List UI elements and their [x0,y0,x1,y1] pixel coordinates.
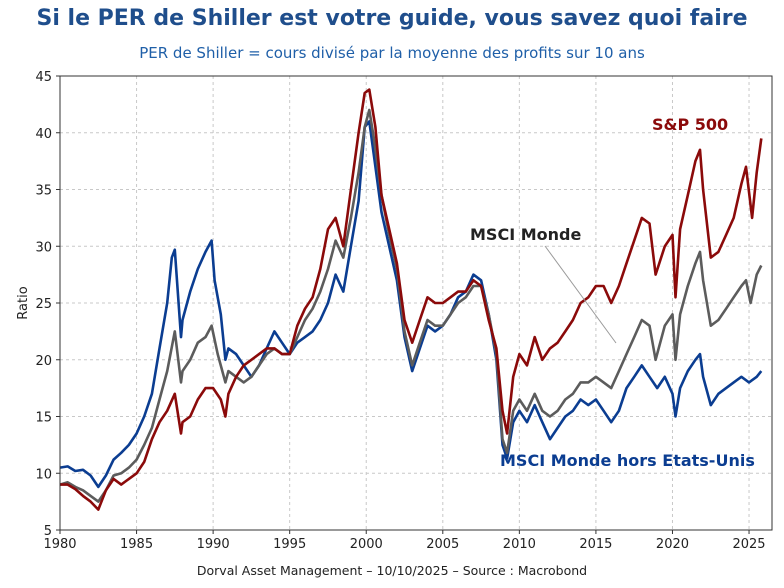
y-tick-label: 40 [35,127,52,142]
y-tick-label: 25 [35,297,52,312]
y-tick-label: 5 [44,524,52,539]
x-tick-label: 1995 [273,537,306,552]
y-tick-label: 45 [35,70,52,85]
x-tick-label: 1990 [197,537,230,552]
msci-monde-leader-line [544,245,617,344]
y-tick-label: 15 [35,411,52,426]
x-tick-label: 2025 [732,537,765,552]
y-axis-label: Ratio [16,286,31,319]
msci-ex-us-line [59,120,763,489]
y-tick-label: 35 [35,184,52,199]
y-tick-label: 30 [35,240,52,255]
series-lines [59,88,763,511]
sp500-label: S&P 500 [652,115,728,134]
x-tick-label: 2005 [426,537,459,552]
y-axis-ticks: 5 10 15 20 25 30 35 40 45 [35,70,60,539]
x-tick-label: 2020 [656,537,689,552]
x-tick-label: 1980 [43,537,76,552]
sp500-line [60,88,763,511]
y-tick-label: 20 [35,354,52,369]
source-footer: Dorval Asset Management – 10/10/2025 – S… [196,563,588,578]
msci-monde-label: MSCI Monde [470,225,581,244]
y-tick-label: 10 [35,467,52,482]
msci-ex-us-label: MSCI Monde hors Etats-Unis [500,451,755,470]
x-tick-label: 2000 [350,537,383,552]
x-tick-label: 2015 [579,537,612,552]
chart-title: Si le PER de Shiller est votre guide, vo… [36,6,748,31]
msci-monde-line [59,108,763,503]
x-axis-ticks: 1980 1985 1990 1995 2000 2005 2010 2015 2020 2025 [43,530,766,552]
x-tick-label: 1985 [120,537,153,552]
x-tick-label: 2010 [503,537,536,552]
chart-subtitle: PER de Shiller = cours divisé par la moy… [139,44,645,62]
